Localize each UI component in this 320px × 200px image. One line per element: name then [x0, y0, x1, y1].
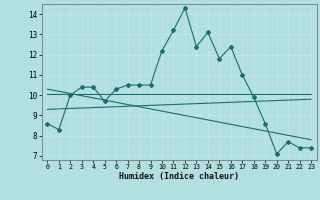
X-axis label: Humidex (Indice chaleur): Humidex (Indice chaleur)	[119, 172, 239, 181]
